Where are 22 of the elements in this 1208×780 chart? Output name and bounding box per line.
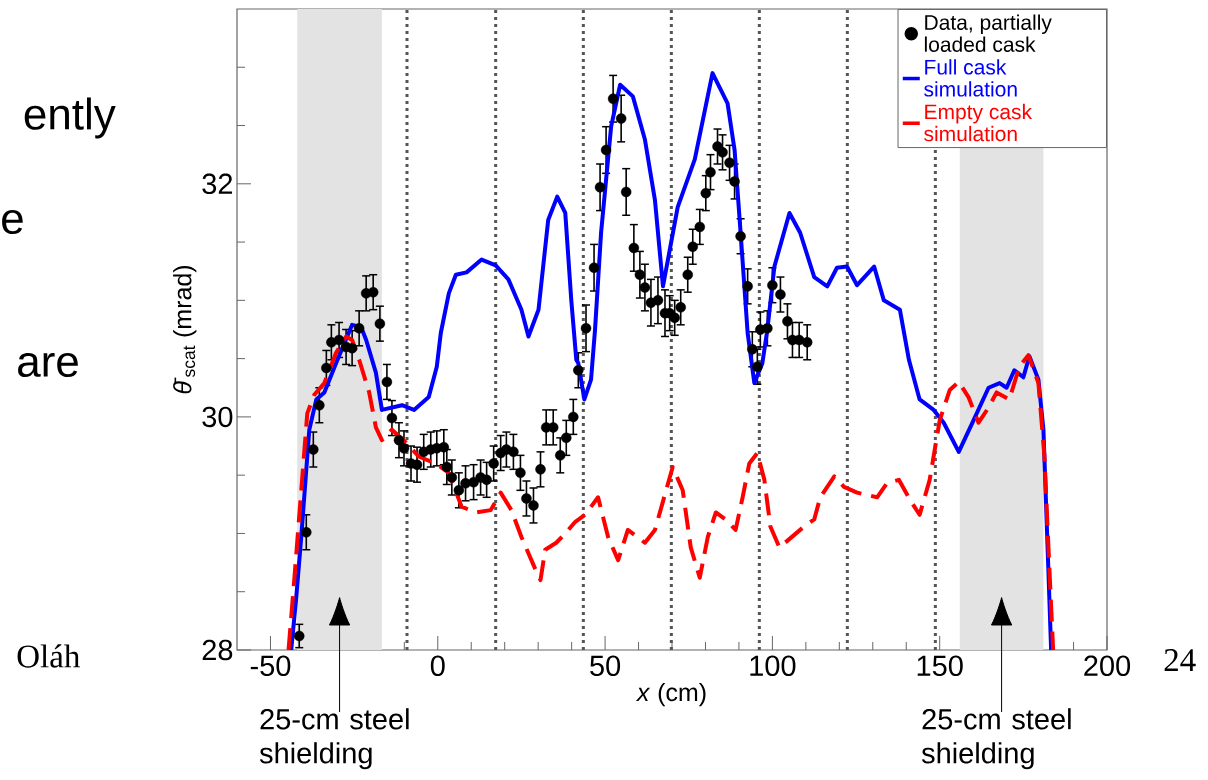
band-label: 25-cm steel shielding <box>921 708 1071 770</box>
legend-label: Data, partially loaded cask <box>924 14 1052 52</box>
text: 24 <box>1164 649 1196 671</box>
x-tick-label: 200 <box>1084 655 1131 677</box>
text: are <box>18 352 78 378</box>
x-axis-title: x (cm) <box>635 682 706 707</box>
y-axis-title: θ̄$_{scat}$ (mrad) <box>173 265 197 394</box>
y-tick-label: 30 <box>202 406 233 428</box>
x-tick-label: 150 <box>917 655 963 677</box>
text: Oláh <box>17 644 80 668</box>
line-series <box>286 334 1056 650</box>
band-label: 25-cm steel shielding <box>259 708 409 770</box>
x-tick-label: -50 <box>250 655 291 677</box>
x-tick-label: 100 <box>750 655 796 677</box>
legend-label: Empty cask simulation <box>924 103 1033 142</box>
y-tick-label: 28 <box>202 639 233 661</box>
y-tick-label: 32 <box>202 173 233 195</box>
legend-label: Full cask simulation <box>924 59 1017 97</box>
x-tick-label: 0 <box>430 655 445 677</box>
text: ently <box>24 97 116 139</box>
text: e <box>2 209 23 235</box>
x-tick-label: 50 <box>590 655 621 677</box>
